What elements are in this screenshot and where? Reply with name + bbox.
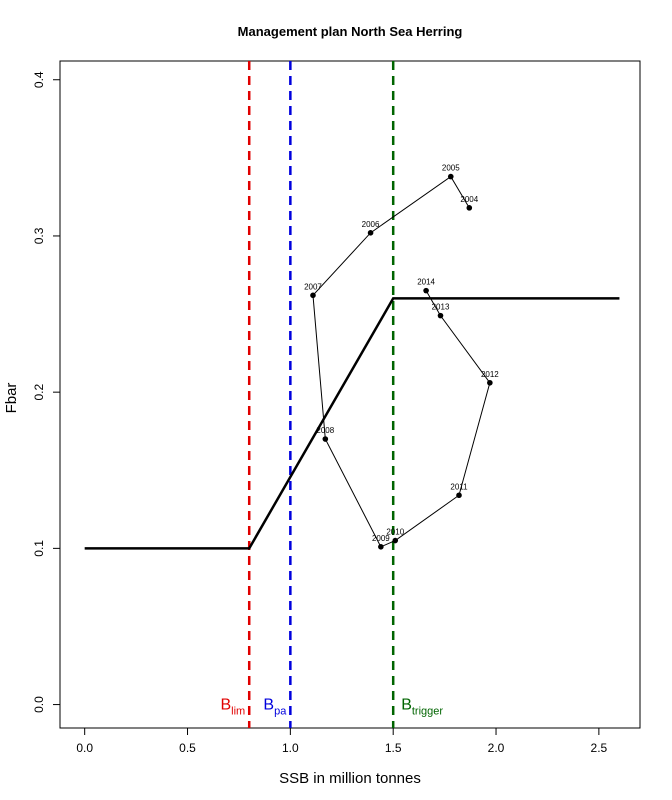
trajectory-point — [447, 173, 454, 180]
harvest-rule-line — [84, 297, 620, 550]
year-label: 2014 — [417, 278, 435, 287]
trajectory-point — [437, 312, 444, 319]
trajectory-point — [367, 230, 374, 236]
x-tick-label: 2.5 — [591, 741, 608, 755]
btrigger-label: Btrigger — [401, 697, 443, 718]
year-label: 2011 — [450, 482, 468, 491]
trajectory-point — [378, 544, 384, 550]
blim-label: Blim — [220, 697, 245, 718]
plot-area: 0.0 0.5 1.0 1.5 2.0 2.5 0.0 0.1 0.2 0.3 0.4 Blim Bpa… — [32, 60, 641, 755]
year-label: 2013 — [432, 303, 450, 312]
chart-title: Management plan North Sea Herring — [238, 24, 463, 39]
y-tick-label: 0.2 — [32, 383, 46, 400]
y-tick-label: 0.0 — [32, 696, 46, 713]
year-label: 2012 — [481, 370, 499, 379]
year-label: 2007 — [304, 282, 322, 291]
trajectory-point — [466, 205, 473, 211]
trajectory-point — [456, 492, 462, 499]
plot-frame — [59, 60, 641, 729]
x-tick-label: 2.0 — [488, 741, 505, 755]
y-tick-label: 0.4 — [32, 71, 46, 88]
year-label: 2004 — [460, 195, 478, 204]
trajectory-point — [423, 287, 429, 294]
year-label: 2009 — [372, 534, 390, 543]
x-tick-label: 0.0 — [76, 741, 93, 755]
y-tick-label: 0.1 — [32, 540, 46, 557]
bpa-label: Bpa — [263, 697, 287, 718]
x-tick-label: 1.5 — [385, 741, 402, 755]
year-label: 2006 — [362, 220, 380, 229]
y-axis-label: Fbar — [3, 383, 20, 414]
x-tick-label: 0.5 — [179, 741, 196, 755]
trajectory-point — [310, 292, 316, 299]
trajectory-point — [322, 436, 329, 442]
trajectory-point — [487, 379, 493, 386]
trajectory-line — [312, 175, 491, 548]
x-tick-label: 1.0 — [282, 741, 299, 755]
y-tick-label: 0.3 — [32, 227, 46, 244]
trajectory-point — [392, 537, 399, 544]
year-label: 2005 — [442, 164, 460, 173]
year-label: 2008 — [316, 426, 334, 435]
x-axis-label: SSB in million tonnes — [279, 770, 421, 787]
year-label: 2010 — [386, 528, 404, 537]
